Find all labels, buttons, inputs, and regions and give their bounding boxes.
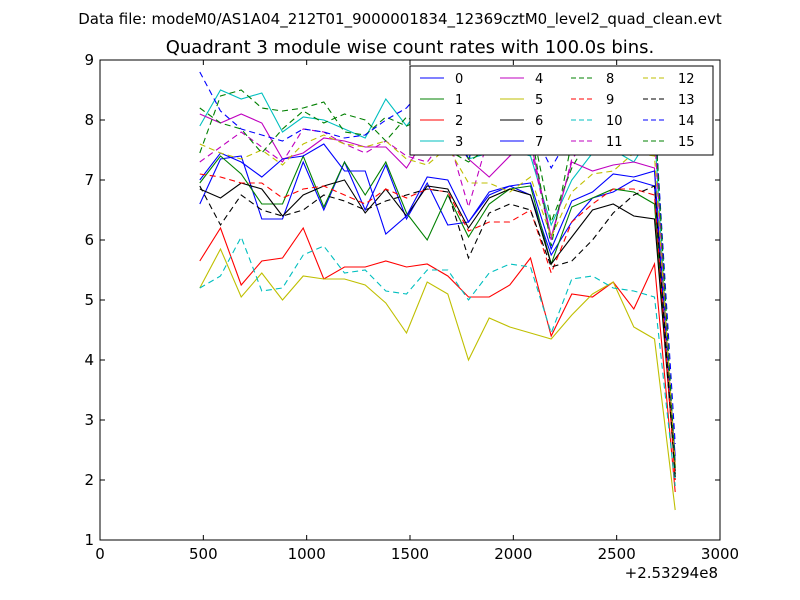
series-line-10 — [199, 235, 676, 487]
y-tick-label: 7 — [84, 171, 94, 189]
y-tick-label: 8 — [84, 111, 94, 129]
x-tick-label: 0 — [95, 545, 105, 563]
y-tick-label: 6 — [84, 231, 94, 249]
x-tick-label: 2500 — [598, 545, 636, 563]
series-line-2 — [199, 226, 676, 493]
legend-label-13: 13 — [678, 93, 695, 108]
legend-label-9: 9 — [606, 93, 614, 108]
legend-label-11: 11 — [606, 135, 623, 150]
x-offset-label: +2.53294e8 — [625, 564, 718, 582]
series-line-9 — [199, 173, 676, 481]
legend-label-5: 5 — [535, 93, 543, 108]
x-tick-label: 3000 — [701, 545, 739, 563]
series-line-1 — [199, 154, 676, 475]
series-line-5 — [199, 247, 676, 511]
series-line-6 — [199, 179, 676, 472]
legend-label-6: 6 — [535, 114, 543, 129]
legend-box — [409, 65, 714, 156]
legend-label-1: 1 — [455, 93, 463, 108]
legend-label-3: 3 — [455, 135, 463, 150]
legend-label-8: 8 — [606, 72, 614, 87]
y-tick-label: 2 — [84, 471, 94, 489]
y-tick-label: 3 — [84, 411, 94, 429]
legend-label-2: 2 — [455, 114, 463, 129]
legend-label-14: 14 — [678, 114, 695, 129]
x-tick-label: 1000 — [288, 545, 326, 563]
legend-label-0: 0 — [455, 72, 463, 87]
legend-label-12: 12 — [678, 72, 695, 87]
legend-label-7: 7 — [535, 135, 543, 150]
legend-label-10: 10 — [606, 114, 623, 129]
series-line-11 — [199, 128, 676, 469]
x-tick-label: 2000 — [494, 545, 532, 563]
y-tick-label: 9 — [84, 51, 94, 69]
series-line-12 — [199, 134, 676, 466]
legend-label-15: 15 — [678, 135, 695, 150]
series-line-13 — [199, 185, 676, 478]
legend-label-4: 4 — [535, 72, 543, 87]
chart-title: Quadrant 3 module wise count rates with … — [166, 37, 655, 58]
x-tick-label: 1500 — [391, 545, 429, 563]
data-file-label: Data file: modeM0/AS1A04_212T01_90000018… — [78, 10, 722, 29]
x-tick-label: 500 — [189, 545, 218, 563]
y-tick-label: 1 — [84, 531, 94, 549]
y-tick-label: 4 — [84, 351, 94, 369]
y-tick-label: 5 — [84, 291, 94, 309]
series-line-7 — [199, 143, 676, 463]
